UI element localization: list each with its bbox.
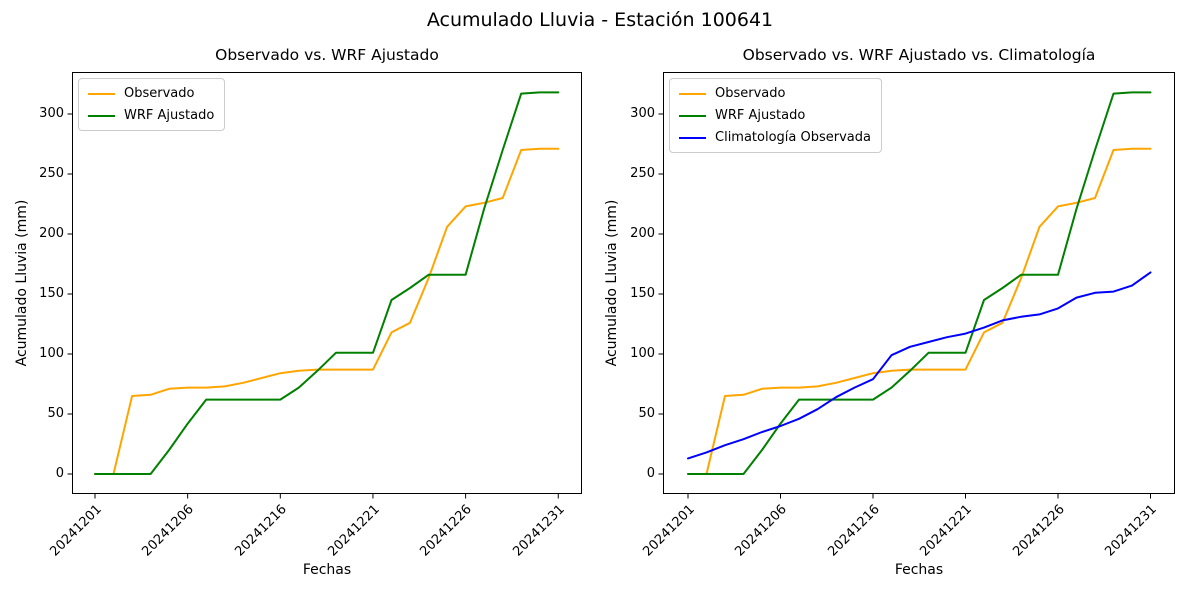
- axes-frame: [72, 72, 582, 494]
- y-tick-label: 50: [638, 406, 655, 421]
- right-plot-title: Observado vs. WRF Ajustado vs. Climatolo…: [742, 46, 1096, 64]
- legend-label-wrf-ajustado: WRF Ajustado: [124, 108, 215, 123]
- legend-row-wrf-ajustado: WRF Ajustado: [88, 108, 214, 123]
- legend-row-climatologia-observada: Climatología Observada: [679, 130, 871, 145]
- axes-frame: [663, 72, 1175, 494]
- line-observado: [94, 147, 560, 475]
- legend-label-observado: Observado: [715, 86, 786, 101]
- line-climatologia-observada: [687, 271, 1152, 460]
- y-tick-label: 300: [630, 106, 655, 121]
- observado-line-swatch: [679, 92, 706, 95]
- x-tick-label: 20241226: [1010, 502, 1068, 560]
- legend-row-observado: Observado: [679, 86, 871, 101]
- line-observado: [687, 147, 1152, 475]
- x-tick-label: 20241201: [47, 502, 105, 560]
- left-legend: Observado WRF Ajustado: [78, 78, 226, 131]
- line-wrf-ajustado: [687, 91, 1152, 475]
- observado-line-swatch: [88, 92, 115, 95]
- legend-label-climatologia-observada: Climatología Observada: [715, 130, 871, 145]
- right-axes: [658, 72, 1175, 499]
- left-axes: [67, 72, 582, 499]
- x-tick-label: 20241221: [917, 502, 976, 560]
- legend-row-observado: Observado: [88, 86, 214, 101]
- right-x-axis-label: Fechas: [894, 562, 944, 578]
- y-tick-label: 100: [630, 346, 655, 361]
- x-tick-label: 20241201: [640, 502, 698, 560]
- y-tick-label: 50: [47, 406, 64, 421]
- y-tick-label: 200: [630, 226, 655, 241]
- wrf-ajustado-line-swatch: [679, 114, 706, 117]
- y-tick-label: 200: [39, 226, 64, 241]
- figure-title: Acumulado Lluvia - Estación 100641: [426, 9, 774, 31]
- y-tick-label: 0: [55, 466, 64, 481]
- y-tick-label: 250: [630, 166, 655, 181]
- y-tick-label: 150: [630, 286, 655, 301]
- wrf-ajustado-line-swatch: [88, 114, 115, 117]
- x-tick-label: 20241226: [417, 502, 476, 560]
- x-tick-label: 20241206: [732, 502, 791, 560]
- climatologia-observada-line-swatch: [679, 136, 706, 139]
- left-x-axis-label: Fechas: [302, 562, 352, 578]
- x-tick-label: 20241206: [139, 502, 198, 560]
- legend-row-wrf-ajustado: WRF Ajustado: [679, 108, 871, 123]
- y-tick-label: 300: [39, 106, 64, 121]
- y-tick-label: 0: [646, 466, 655, 481]
- x-tick-label: 20241216: [232, 502, 290, 560]
- x-tick-label: 20241216: [825, 502, 883, 560]
- y-tick-label: 100: [39, 346, 64, 361]
- right-legend: Observado WRF Ajustado Climatología Obse…: [669, 78, 882, 153]
- y-tick-label: 150: [39, 286, 64, 301]
- legend-label-observado: Observado: [124, 86, 195, 101]
- x-tick-label: 20241221: [325, 502, 383, 560]
- y-tick-label: 250: [39, 166, 64, 181]
- x-tick-label: 20241231: [510, 502, 568, 560]
- x-tick-label: 20241231: [1102, 502, 1161, 560]
- line-wrf-ajustado: [94, 91, 560, 475]
- left-plot-title: Observado vs. WRF Ajustado: [215, 46, 439, 64]
- legend-label-wrf-ajustado: WRF Ajustado: [715, 108, 806, 123]
